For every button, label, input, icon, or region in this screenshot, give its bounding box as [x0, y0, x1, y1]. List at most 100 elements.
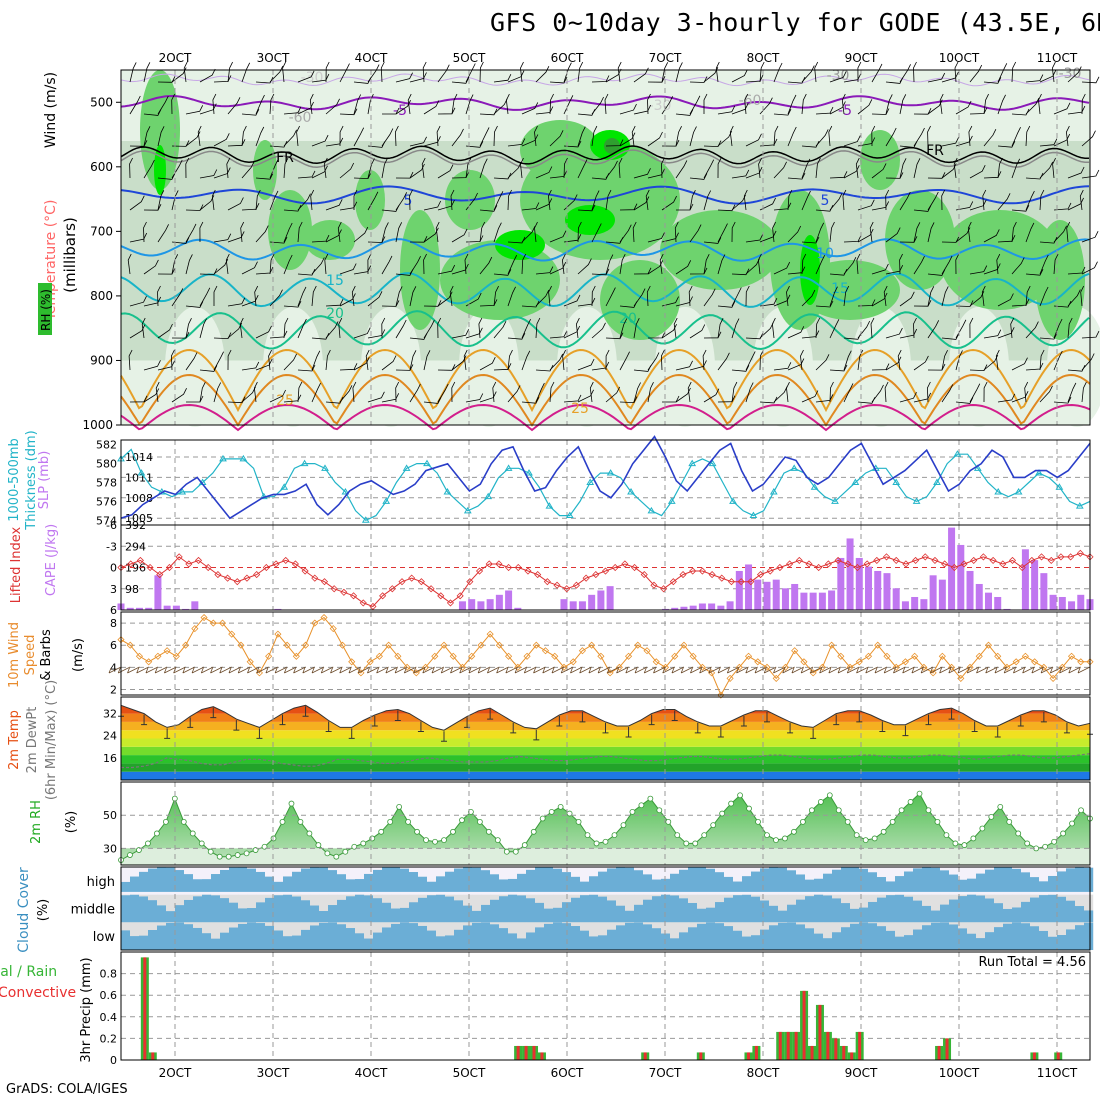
- cape-bar: [883, 573, 891, 610]
- wind-barb-10m: [210, 666, 223, 674]
- lifted-index-marker: [970, 556, 978, 564]
- wind-barb: [1039, 189, 1045, 211]
- wind-barb: [241, 261, 258, 275]
- wind-barb: [465, 292, 482, 307]
- wind-barb: [815, 300, 834, 308]
- wind-barb: [549, 381, 555, 403]
- axis-label: Lifted Index: [9, 526, 24, 603]
- wind-barb-10m: [477, 666, 491, 674]
- lifted-index-marker: [737, 578, 745, 586]
- cloud-fill: [571, 876, 581, 892]
- wind-barb: [941, 350, 948, 371]
- precip-convective-bar: [826, 1031, 830, 1060]
- thickness-marker: [137, 469, 146, 476]
- thickness-marker: [484, 492, 493, 500]
- rh-marker: [539, 815, 546, 822]
- slp-line: [120, 435, 1091, 520]
- y-tick-label: 0.4: [100, 1011, 118, 1024]
- lifted-index-marker: [601, 567, 610, 575]
- cloud-fill: [508, 894, 518, 923]
- rh-marker: [342, 848, 349, 855]
- cloud-fill: [166, 911, 176, 923]
- wind-barb: [493, 172, 512, 180]
- precip-convective-bar: [143, 957, 147, 1060]
- cloud-fill: [661, 878, 671, 892]
- cape-bar: [1031, 560, 1039, 610]
- cloud-fill: [526, 898, 536, 923]
- cloud-cell: [319, 894, 329, 923]
- wind-barb: [505, 93, 510, 115]
- wind-speed-marker: [486, 630, 494, 638]
- cloud-fill: [688, 867, 698, 892]
- cloud-fill: [283, 876, 293, 892]
- y-tick-label: 500: [90, 95, 113, 109]
- cloud-fill: [868, 923, 878, 950]
- cloud-fill: [148, 900, 158, 923]
- thickness-marker: [280, 483, 289, 490]
- wind-barb: [395, 286, 403, 307]
- y-tick-label: 8: [110, 617, 117, 630]
- wind-barb: [941, 286, 949, 307]
- axis-label: 10m Wind: [7, 622, 22, 688]
- wind-barb: [983, 77, 1002, 84]
- wind-barb: [199, 268, 218, 275]
- cloud-fill: [580, 895, 590, 923]
- panel-frame: [120, 611, 1091, 696]
- axis-label: (6hr Min/Max) (°C): [44, 680, 59, 800]
- wind-barb: [493, 125, 498, 147]
- wind-barb: [857, 228, 874, 243]
- wind-barb: [240, 221, 245, 243]
- wind-speed-marker: [661, 663, 670, 671]
- cloud-fill: [193, 927, 203, 950]
- wind-speed-marker: [283, 641, 291, 649]
- cloud-fill: [454, 868, 464, 892]
- wind-barb: [969, 383, 981, 403]
- cloud-fill: [526, 932, 536, 950]
- cloud-fill: [625, 922, 635, 950]
- wind-barb: [618, 157, 623, 179]
- minmax-marker: [810, 728, 817, 739]
- wind-barb: [157, 224, 169, 243]
- cloud-cell: [427, 867, 437, 892]
- cape-bar: [505, 590, 513, 610]
- cloud-fill: [481, 922, 491, 950]
- cloud-fill: [751, 871, 761, 892]
- wind-barb-10m: [505, 666, 519, 674]
- minmax-marker: [856, 711, 863, 723]
- precip-convective-bar: [643, 1052, 647, 1060]
- cloud-cell: [1003, 894, 1013, 923]
- wind-barb: [241, 361, 260, 371]
- cloud-fill: [634, 870, 644, 892]
- wind-barb: [577, 61, 584, 83]
- lifted-index-marker: [689, 567, 697, 575]
- cloud-fill: [706, 868, 716, 892]
- rh-marker: [952, 840, 959, 847]
- lifted-index-marker: [640, 571, 648, 579]
- wind-barb: [1081, 353, 1095, 371]
- wind-barb-10m: [616, 666, 629, 674]
- cape-bar: [1068, 601, 1076, 610]
- rh-marker: [710, 822, 717, 829]
- wind-barb-10m: [256, 666, 269, 674]
- cloud-fill: [544, 908, 554, 923]
- wind-barb: [155, 381, 160, 403]
- minmax-marker: [625, 727, 632, 738]
- lifted-index-marker: [475, 567, 484, 575]
- cloud-fill: [535, 902, 545, 923]
- wind-barb: [829, 171, 848, 179]
- wind-barb-10m: [560, 666, 574, 674]
- wind-barb: [617, 61, 622, 83]
- contour-label: 10: [816, 246, 834, 262]
- cloud-fill: [769, 925, 779, 950]
- wind-barb: [996, 253, 1001, 275]
- wind-barb: [297, 381, 303, 403]
- wind-barb-10m: [1040, 666, 1054, 674]
- wind-barb: [423, 253, 427, 275]
- wind-barb: [675, 260, 692, 275]
- cloud-fill: [715, 872, 725, 892]
- cloud-fill: [985, 898, 995, 923]
- cloud-cell: [391, 894, 401, 923]
- wind-barb: [1052, 157, 1056, 179]
- cloud-fill: [517, 895, 527, 923]
- wind-barb: [731, 221, 736, 243]
